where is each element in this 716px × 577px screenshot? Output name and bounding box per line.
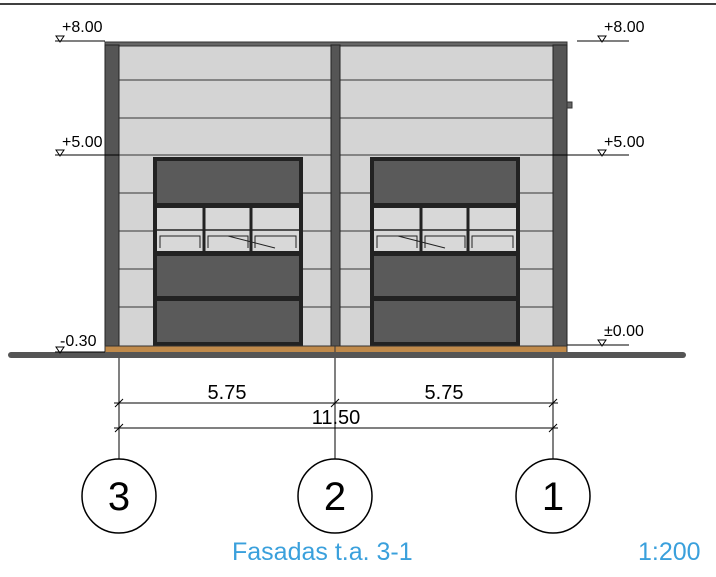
level-label-top-right: +8.00 [604,19,645,36]
level-label-mid-left: +5.00 [62,134,103,151]
ground-line [8,352,686,358]
drawing-scale: 1:200 [638,538,701,566]
level-label-top-left: +8.00 [62,19,103,36]
plinth [104,345,568,354]
axis-bubble-1: 1 [515,458,591,534]
axis-label-1: 1 [542,475,564,519]
level-label-ground-right: ±0.00 [604,323,644,340]
dimension-span-left: 5.75 [208,382,247,404]
axis-bubble-3: 3 [81,458,157,534]
downpipe-bracket [566,101,573,109]
column-right [552,44,568,347]
garage-door-left [153,157,303,346]
dimension-span-right: 5.75 [425,382,464,404]
panel-joints [119,79,553,308]
level-label-mid-right: +5.00 [604,134,645,151]
grid-axis-lines [118,358,554,459]
axis-bubble-2: 2 [297,458,373,534]
dimension-lines [114,398,558,433]
drawing-title: Fasadas t.a. 3-1 [232,538,413,566]
axis-label-3: 3 [108,475,130,519]
column-left [104,44,120,347]
level-markers [55,35,629,354]
axis-label-2: 2 [324,475,346,519]
level-label-ground-left: -0.30 [60,333,97,350]
garage-door-right [370,157,520,346]
dimension-total: 11.50 [312,407,361,429]
column-middle [330,44,341,347]
